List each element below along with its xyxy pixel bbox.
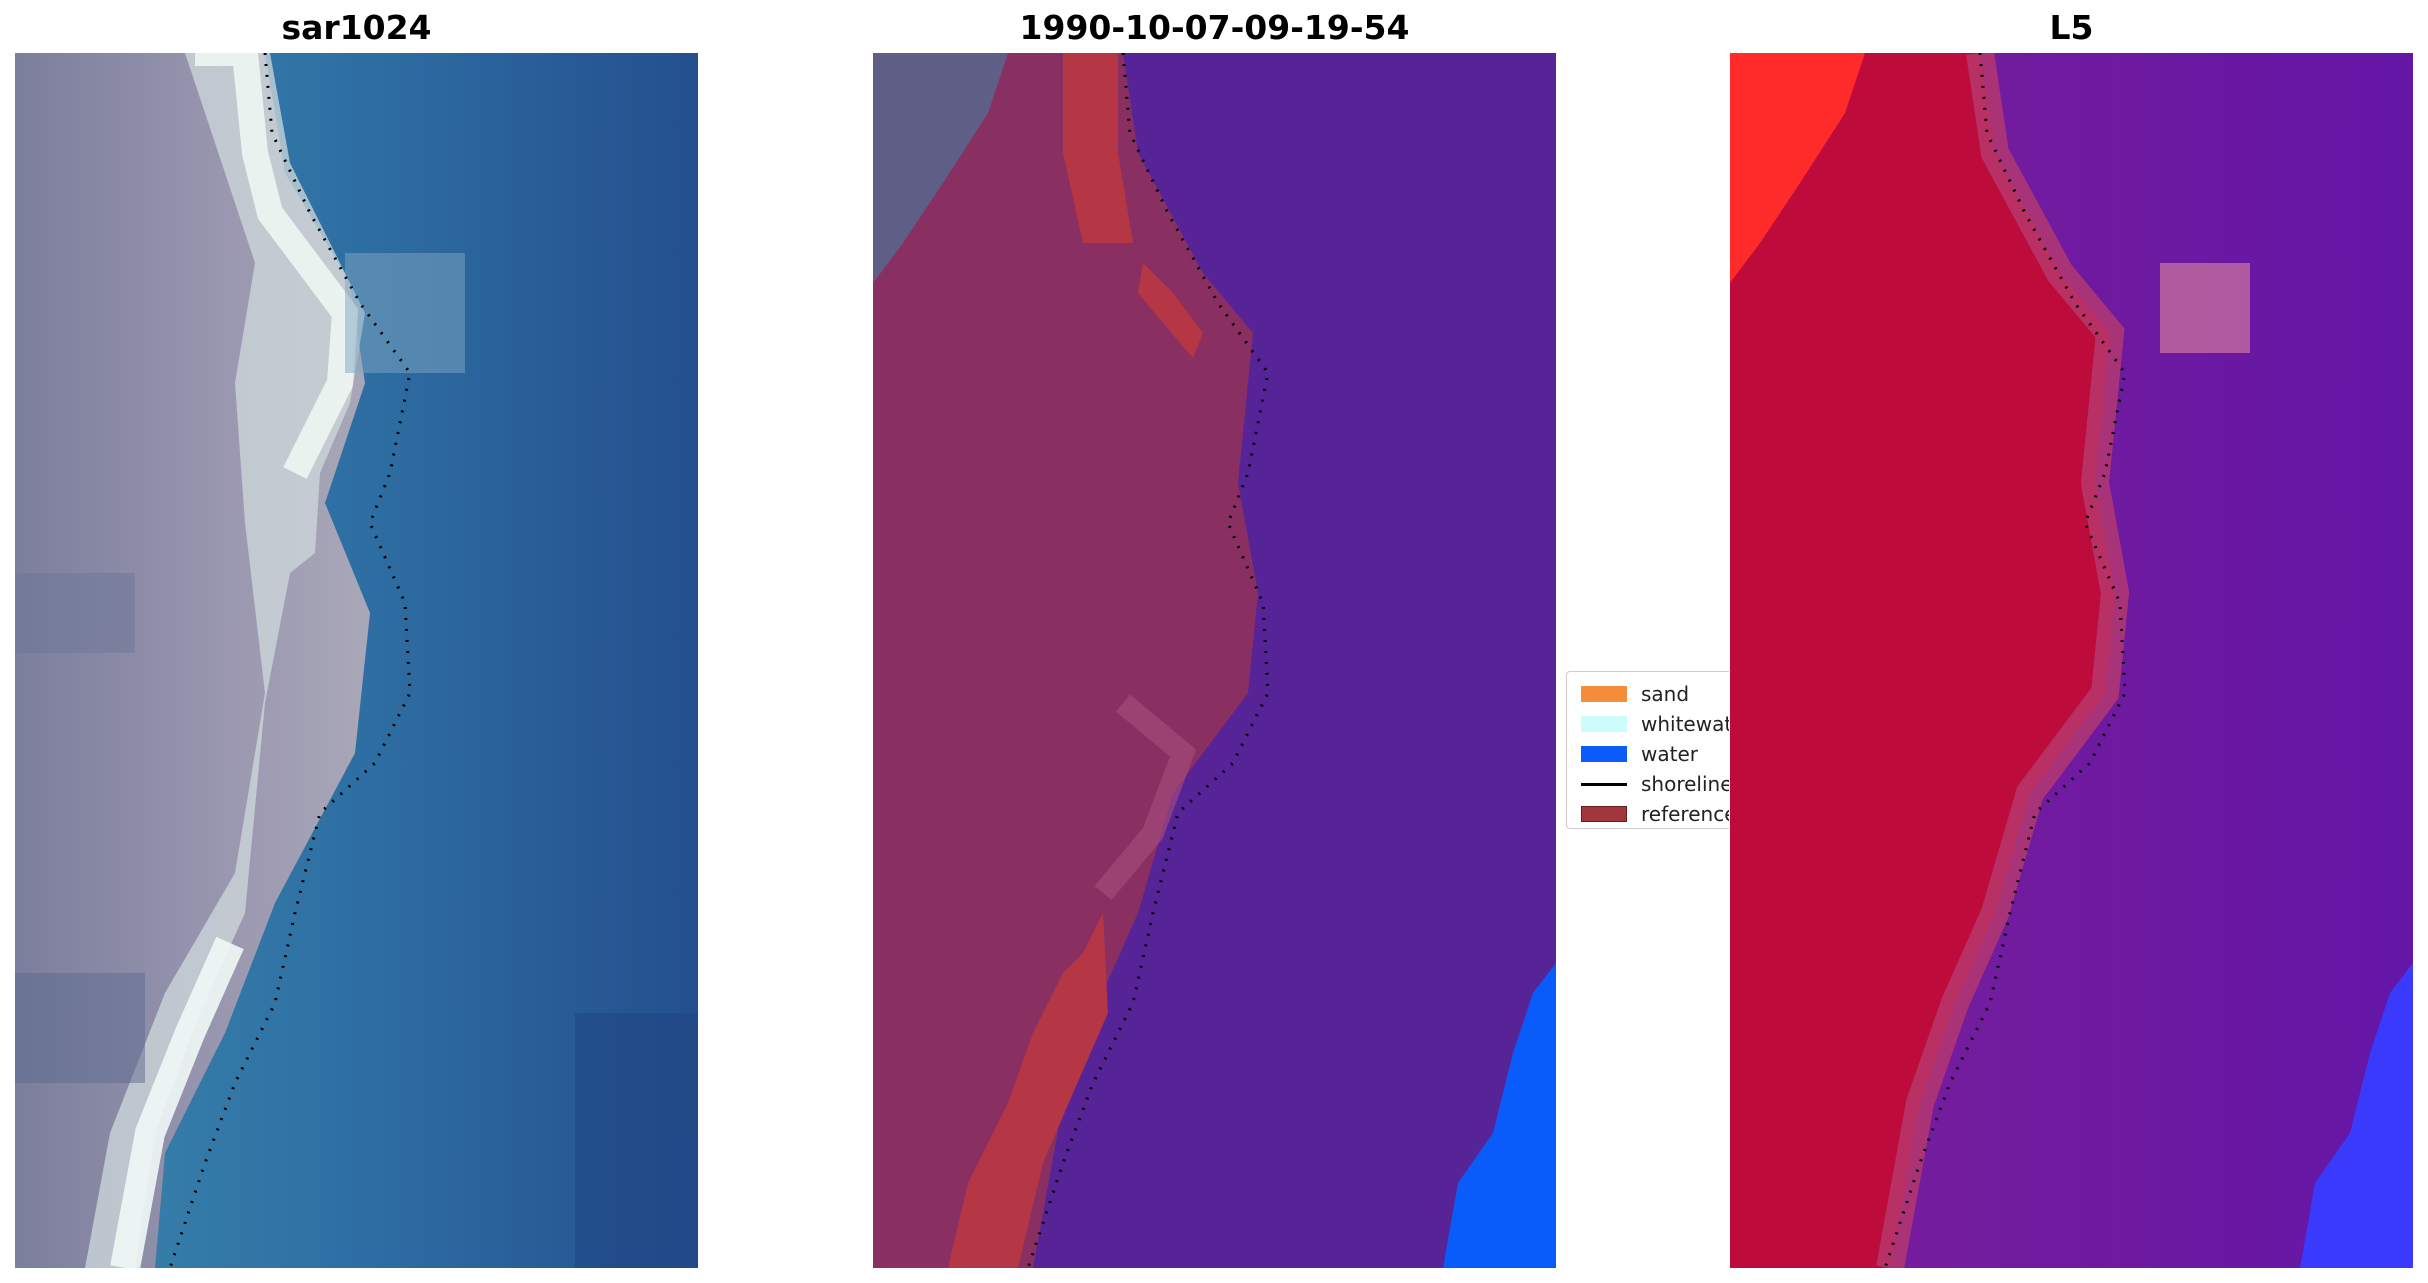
legend-label: whitewater [1641, 712, 1729, 736]
legend-label: reference [1641, 802, 1729, 826]
legend-label: sand [1641, 682, 1690, 706]
legend-label: water [1641, 742, 1698, 766]
legend-item-water: water [1575, 740, 1729, 766]
legend-item-whitewater: whitewater [1575, 710, 1729, 736]
sar-image [15, 53, 698, 1268]
legend-item-shoreline: shoreline [1575, 770, 1729, 796]
legend-swatch-water [1581, 746, 1627, 762]
shoreline-dots [1883, 53, 2127, 1268]
legend-line-shoreline [1581, 783, 1627, 786]
panel-title-l5: L5 [2049, 8, 2094, 47]
legend-label: shoreline [1641, 772, 1729, 796]
legend-swatch-whitewater [1581, 716, 1627, 732]
shoreline-dots [168, 53, 412, 1268]
legend-item-reference: reference [1575, 800, 1729, 826]
panel-title-classification: 1990-10-07-09-19-54 [1019, 8, 1410, 47]
classification-image [873, 53, 1556, 1268]
legend: sand whitewater water shoreline referenc… [1566, 671, 1729, 829]
l5-panel [1730, 53, 2413, 1268]
l5-image [1730, 53, 2413, 1268]
shoreline-dots [1026, 53, 1270, 1268]
classification-panel [873, 53, 1556, 1268]
legend-swatch-reference [1581, 806, 1627, 822]
legend-item-sand: sand [1575, 680, 1729, 706]
panel-title-sar: sar1024 [281, 8, 432, 47]
sar-image-panel [15, 53, 698, 1268]
legend-swatch-sand [1581, 686, 1627, 702]
